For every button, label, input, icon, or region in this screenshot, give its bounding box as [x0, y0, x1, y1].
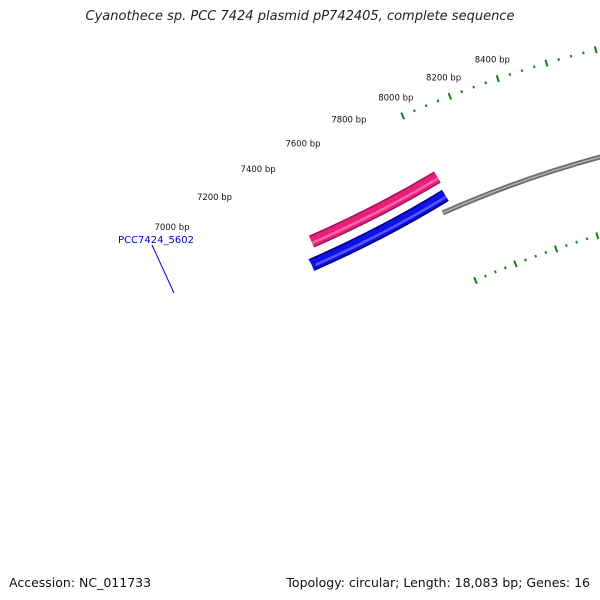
inner-tick	[534, 254, 538, 258]
inner-tick	[484, 274, 487, 278]
outer-tick	[582, 51, 585, 55]
gene-label-leader	[151, 244, 175, 294]
forward-gene	[309, 172, 440, 247]
inner-tick	[504, 266, 507, 270]
outer-tick	[424, 104, 428, 108]
inner-tick	[544, 250, 548, 254]
outer-tick-ring	[400, 46, 598, 120]
outer-tick	[447, 92, 453, 100]
tick-label: 8200 bp	[426, 73, 461, 83]
outer-tick	[569, 54, 573, 58]
summary-text: Topology: circular; Length: 18,083 bp; G…	[286, 575, 590, 590]
outer-tick	[460, 90, 464, 94]
tick-label: 7600 bp	[285, 139, 320, 149]
accession-text: Accession: NC_011733	[9, 575, 152, 590]
backbone-highlight	[442, 156, 600, 214]
tick-label: 7800 bp	[331, 115, 366, 125]
inner-tick	[565, 243, 568, 247]
inner-tick	[513, 260, 518, 268]
outer-tick	[436, 99, 440, 103]
outer-tick	[484, 81, 488, 85]
tick-label: 7200 bp	[197, 193, 232, 203]
outer-tick	[532, 65, 536, 69]
outer-tick	[593, 46, 598, 54]
inner-tick	[493, 270, 497, 274]
inner-tick	[524, 258, 527, 262]
outer-tick	[495, 74, 500, 83]
reverse-gene-arrow	[308, 258, 316, 271]
gene-track	[308, 171, 449, 271]
outer-tick	[520, 69, 524, 73]
tick-labels: 7000 bp 7200 bp 7400 bp 7600 bp 7800 bp 8000 …	[154, 56, 509, 233]
reverse-gene-highlight	[311, 195, 447, 268]
outer-tick	[508, 73, 512, 77]
tick-label: 8000 bp	[378, 93, 413, 103]
tick-label: 7400 bp	[241, 165, 276, 175]
tick-label: 8400 bp	[475, 56, 510, 66]
outer-tick	[544, 59, 549, 67]
tick-label: 7000 bp	[154, 223, 189, 233]
inner-tick-ring	[473, 232, 600, 285]
outer-tick	[400, 112, 406, 120]
inner-tick	[575, 240, 578, 244]
forward-gene-highlight	[311, 177, 439, 245]
outer-tick	[557, 58, 561, 62]
inner-tick	[554, 245, 559, 253]
inner-tick	[585, 237, 589, 241]
backbone-ring	[441, 154, 600, 216]
inner-tick	[595, 232, 600, 240]
inner-tick	[473, 276, 478, 285]
reverse-gene	[309, 191, 448, 270]
outer-tick	[472, 85, 476, 89]
outer-tick	[412, 109, 416, 113]
gene-labels: PCC7424_5602	[118, 235, 194, 294]
map-title: Cyanothece sp. PCC 7424 plasmid pP742405…	[85, 9, 515, 24]
gene-label-PCC7424_5602: PCC7424_5602	[118, 235, 194, 246]
